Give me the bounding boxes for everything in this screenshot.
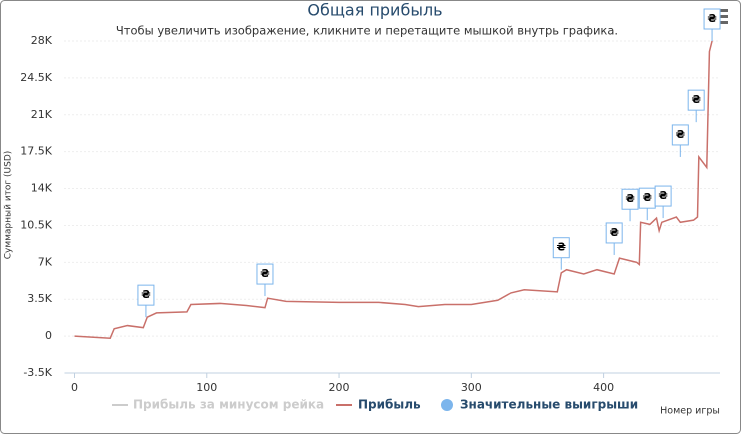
flag-label: ₴ — [676, 128, 685, 141]
y-tick-label: 3.5K — [27, 292, 52, 305]
flag: ₴ — [671, 124, 689, 157]
flag-label: ₴ — [609, 226, 618, 239]
flag: ₴ — [605, 222, 623, 255]
flag-box — [256, 263, 274, 285]
flag-box — [137, 284, 155, 306]
x-tick-label: 400 — [593, 381, 614, 394]
y-axis-title: Суммарный итог (USD) — [4, 151, 14, 260]
flag-box — [654, 185, 672, 207]
flag: ₴ — [256, 263, 274, 297]
flag-label: ₴ — [707, 12, 716, 25]
flag-label: ₴ — [658, 189, 667, 202]
flag-box — [703, 8, 721, 30]
flag-label: ₴ — [643, 191, 652, 204]
y-tick-label: 21K — [31, 108, 53, 121]
flag-label: ₴ — [557, 241, 566, 254]
flag: ₴ — [687, 89, 705, 123]
legend-label: Прибыль — [358, 398, 421, 412]
x-tick-label: 300 — [461, 381, 482, 394]
flag-label: ₴ — [625, 192, 634, 205]
legend-symbol — [441, 399, 453, 411]
y-tick-label: 10.5K — [20, 218, 52, 231]
flag: ₴ — [137, 284, 155, 318]
x-tick-label: 200 — [329, 381, 350, 394]
legend-item[interactable]: Значительные выигрыши — [441, 398, 638, 412]
y-tick-label: 17.5K — [20, 145, 52, 158]
x-tick-label: 100 — [196, 381, 217, 394]
flag: ₴ — [654, 185, 672, 219]
legend-label: Значительные выигрыши — [460, 398, 638, 412]
y-tick-label: -3.5K — [23, 366, 52, 379]
flag-label: ₴ — [691, 93, 700, 106]
y-tick-label: 24.5K — [20, 71, 52, 84]
y-tick-label: 14K — [31, 182, 53, 195]
flag-box — [687, 89, 705, 111]
flag-box — [671, 124, 689, 146]
x-tick-label: 0 — [71, 381, 78, 394]
y-tick-label: 28K — [31, 34, 53, 47]
flag-box — [621, 188, 639, 210]
flag-box — [552, 237, 570, 259]
flag: ₴ — [638, 187, 656, 221]
flag-box — [605, 222, 623, 244]
legend-item[interactable]: Прибыль — [336, 398, 421, 412]
flag-label: ₴ — [141, 288, 150, 301]
chart-subtitle: Чтобы увеличить изображение, кликните и … — [116, 24, 618, 38]
flag: ₴ — [552, 237, 570, 270]
profit-line — [74, 40, 713, 339]
flag: ₴ — [621, 188, 639, 222]
y-tick-label: 0 — [45, 329, 52, 342]
legend-label: Прибыль за минусом рейка — [133, 398, 324, 412]
x-axis-title: Номер игры — [660, 406, 720, 417]
flag: ₴ — [703, 8, 721, 41]
chart-title: Общая прибыль — [307, 1, 442, 20]
y-tick-label: 7K — [38, 255, 53, 268]
legend-item[interactable]: Прибыль за минусом рейка — [112, 398, 324, 412]
flag-label: ₴ — [260, 267, 269, 280]
